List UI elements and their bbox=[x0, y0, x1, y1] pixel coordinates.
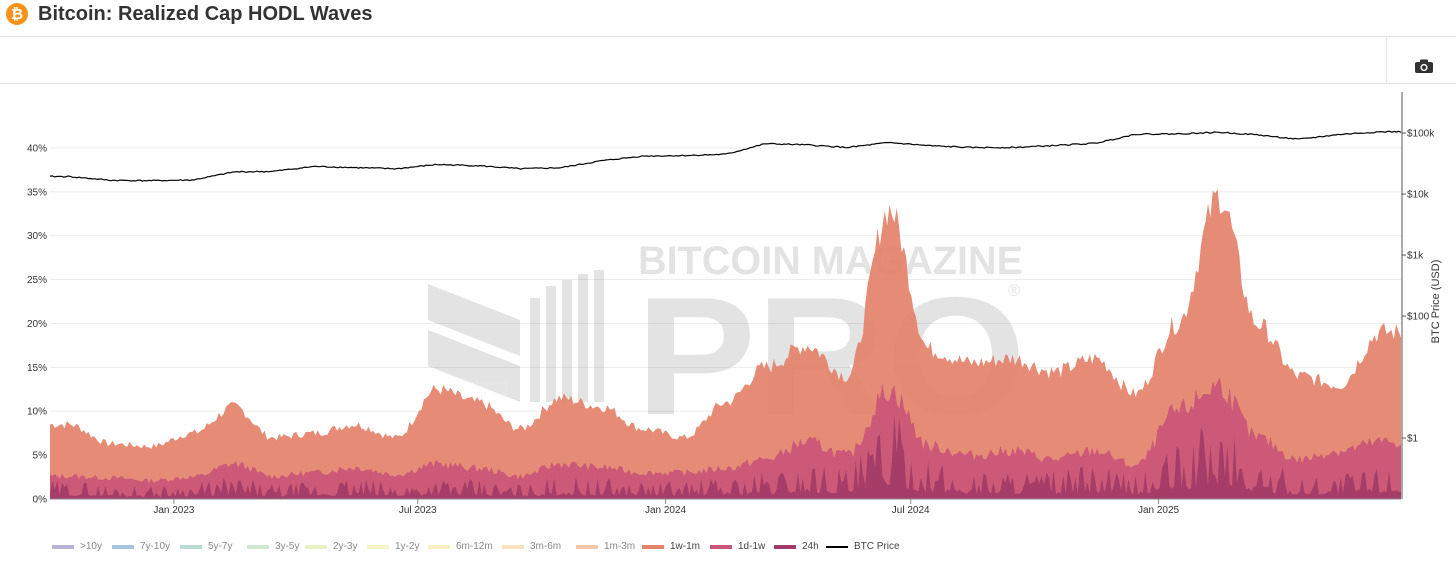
watermark-line1: BITCOIN MAGAZINE bbox=[638, 239, 1023, 283]
legend-item[interactable]: 5y-7y bbox=[180, 541, 232, 552]
legend-swatch bbox=[774, 544, 796, 549]
hodl-waves-chart: BITCOIN MAGAZINE PRO ® 0%5%10%15%20%25%3… bbox=[27, 92, 1442, 516]
y-tick-label: 5% bbox=[33, 451, 48, 462]
watermark-registered-mark: ® bbox=[1006, 281, 1022, 300]
x-tick-label: Jan 2023 bbox=[153, 505, 195, 516]
legend-item[interactable]: 1y-2y bbox=[367, 541, 419, 552]
legend-item[interactable]: 1w-1m bbox=[642, 541, 700, 552]
legend-item[interactable]: 7y-10y bbox=[112, 541, 170, 552]
legend-label: 24h bbox=[802, 541, 819, 552]
chart-toolbar bbox=[0, 37, 1456, 84]
legend-swatch bbox=[52, 544, 74, 549]
x-tick-label: Jul 2023 bbox=[399, 505, 437, 516]
x-tick-label: Jan 2025 bbox=[1138, 505, 1180, 516]
legend-item[interactable]: BTC Price bbox=[826, 541, 900, 552]
area-24h-series bbox=[50, 415, 1401, 499]
legend-label: 7y-10y bbox=[140, 541, 171, 552]
y2-axis-label: BTC Price (USD) bbox=[1430, 260, 1442, 344]
legend-swatch bbox=[502, 544, 524, 549]
page-header: ₿ Bitcoin: Realized Cap HODL Waves bbox=[0, 0, 1456, 37]
y-tick-label: 20% bbox=[27, 319, 47, 330]
legend-label: >10y bbox=[80, 541, 102, 552]
watermark-logo-icon bbox=[428, 270, 604, 402]
legend-swatch bbox=[112, 544, 134, 549]
legend-swatch bbox=[576, 544, 598, 549]
btc-price-series bbox=[49, 130, 1402, 182]
legend-label: BTC Price bbox=[854, 541, 900, 552]
legend-swatch bbox=[642, 544, 664, 549]
legend-item[interactable]: 3y-5y bbox=[247, 541, 299, 552]
area-series bbox=[50, 189, 1401, 499]
y2-tick-label: $1k bbox=[1407, 251, 1424, 262]
legend-label: 5y-7y bbox=[208, 541, 233, 552]
legend-swatch bbox=[247, 544, 269, 549]
y-tick-label: 10% bbox=[27, 407, 47, 418]
legend-item[interactable]: 3m-6m bbox=[502, 541, 561, 552]
legend-item[interactable]: >10y bbox=[52, 541, 102, 552]
legend-swatch bbox=[710, 544, 732, 549]
page-title: Bitcoin: Realized Cap HODL Waves bbox=[38, 3, 373, 25]
area-1w-1m-series bbox=[50, 189, 1401, 499]
legend-label: 3y-5y bbox=[275, 541, 300, 552]
legend-item[interactable]: 6m-12m bbox=[428, 541, 493, 552]
y-tick-label: 0% bbox=[33, 495, 48, 506]
y-tick-label: 15% bbox=[27, 363, 47, 374]
legend-item[interactable]: 24h bbox=[774, 541, 819, 552]
legend-label: 2y-3y bbox=[333, 541, 358, 552]
legend-label: 3m-6m bbox=[530, 541, 562, 552]
y-tick-label: 40% bbox=[27, 143, 47, 154]
x-tick-label: Jul 2024 bbox=[892, 505, 930, 516]
legend-swatch bbox=[367, 544, 389, 549]
camera-icon[interactable] bbox=[1414, 58, 1434, 74]
y-tick-label: 25% bbox=[27, 275, 47, 286]
legend-label: 1m-3m bbox=[604, 541, 636, 552]
legend-swatch bbox=[428, 544, 450, 549]
x-tick-label: Jan 2024 bbox=[645, 505, 687, 516]
legend-label: 6m-12m bbox=[456, 541, 493, 552]
legend-label: 1w-1m bbox=[670, 541, 701, 552]
legend-item[interactable]: 2y-3y bbox=[305, 541, 357, 552]
btc-price-line bbox=[49, 130, 1402, 182]
legend-swatch bbox=[180, 544, 202, 549]
y-tick-label: 30% bbox=[27, 231, 47, 242]
legend-swatch bbox=[826, 545, 848, 548]
legend-item[interactable]: 1m-3m bbox=[576, 541, 635, 552]
legend-item[interactable]: 1d-1w bbox=[710, 541, 765, 552]
toolbar-divider bbox=[1386, 37, 1387, 83]
legend-label: 1d-1w bbox=[738, 541, 766, 552]
y-tick-label: 35% bbox=[27, 187, 47, 198]
y2-tick-label: $100 bbox=[1407, 312, 1430, 323]
bitcoin-logo-icon: ₿ bbox=[6, 3, 28, 25]
y2-tick-label: $100k bbox=[1407, 129, 1435, 140]
area-1d-1w-series bbox=[50, 377, 1401, 499]
axes: 0% 5% 10% 15% 20% 25% 30% 35% 40% Jan 2023 Jul 202… bbox=[27, 92, 1442, 516]
y2-tick-label: $10k bbox=[1407, 190, 1430, 201]
y2-tick-label: $1 bbox=[1407, 434, 1419, 445]
legend-swatch bbox=[305, 544, 327, 549]
legend-label: 1y-2y bbox=[395, 541, 420, 552]
